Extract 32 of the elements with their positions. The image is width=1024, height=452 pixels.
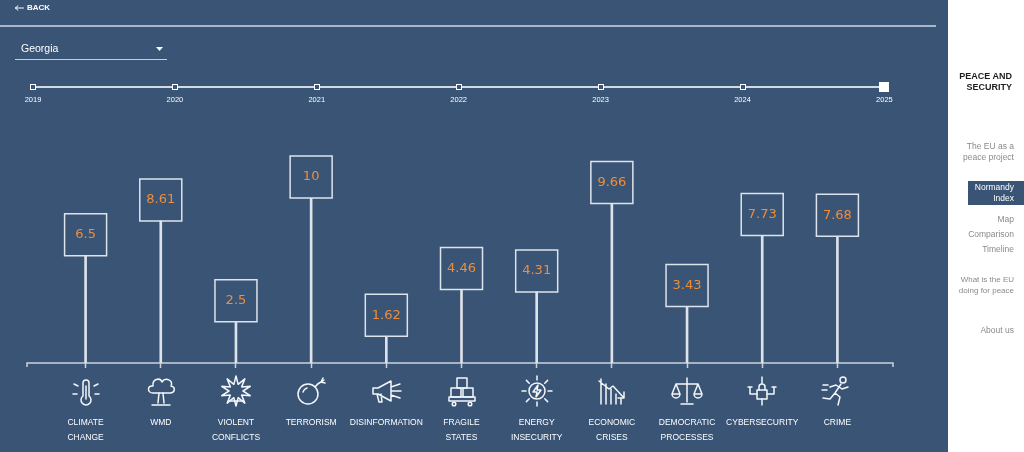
data-label: 3.43 [672, 276, 702, 292]
data-label: 6.5 [75, 226, 96, 242]
data-label: 1.62 [371, 306, 401, 322]
x-tick-label: CRIME [823, 416, 852, 427]
text: About us [979, 325, 1014, 336]
data-label: 7.73 [747, 205, 777, 221]
x-tick-label: CLIMATE CHANGE [67, 416, 105, 442]
x-tick-label: WMD [150, 416, 172, 427]
x-tick-label: FRAGILE STATES [443, 416, 481, 442]
data-label: 4.46 [447, 259, 476, 275]
x-tick-label: DISINFORMATION [349, 416, 423, 427]
data-label: 4.31 [522, 262, 552, 278]
data-label: 10 [302, 168, 320, 184]
x-tick-label: TERRORISM [285, 416, 337, 427]
text: The EU as a peace project [961, 141, 1014, 162]
text: What is the EU doing for peace [957, 275, 1014, 296]
text: PEACE AND SECURITY [958, 71, 1012, 93]
text: Map [996, 214, 1014, 225]
text: Timeline [981, 244, 1014, 255]
data-label: 9.66 [597, 173, 627, 189]
x-tick-label: ENERGY INSECURITY [510, 416, 563, 442]
data-label: 8.61 [146, 191, 176, 207]
data-label: 7.68 [822, 206, 852, 222]
text: BACK [27, 3, 51, 13]
x-tick-label: VIOLENT CONFLICTS [211, 416, 261, 442]
text: Comparison [967, 229, 1014, 240]
active-menu-item: Normandy Index [968, 181, 1024, 205]
x-tick-label: DEMOCRATIC PROCESSES [658, 416, 716, 442]
x-tick-label: ECONOMIC CRISES [588, 416, 636, 442]
x-tick-label: CYBERSECURITY [726, 416, 799, 427]
dropdown-field: Georgia [15, 40, 167, 60]
data-label: 2.5 [225, 292, 247, 308]
